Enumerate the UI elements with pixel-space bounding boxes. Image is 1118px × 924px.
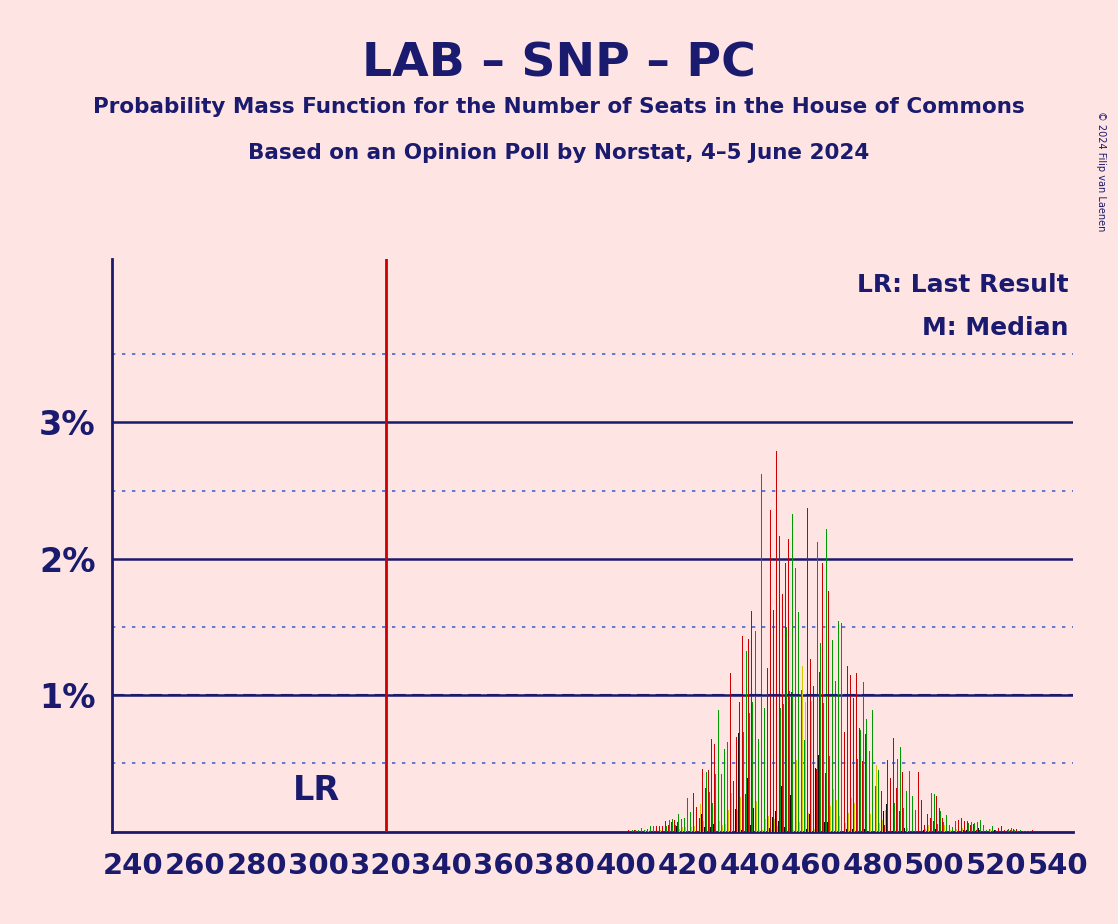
Text: 380: 380 (534, 852, 595, 881)
Text: 400: 400 (596, 852, 656, 881)
Text: Probability Mass Function for the Number of Seats in the House of Commons: Probability Mass Function for the Number… (93, 97, 1025, 117)
Text: 540: 540 (1027, 852, 1088, 881)
Text: © 2024 Filip van Laenen: © 2024 Filip van Laenen (1097, 111, 1106, 231)
Text: Based on an Opinion Poll by Norstat, 4–5 June 2024: Based on an Opinion Poll by Norstat, 4–5… (248, 143, 870, 164)
Text: LAB – SNP – PC: LAB – SNP – PC (362, 42, 756, 87)
Text: 240: 240 (103, 852, 163, 881)
Text: 260: 260 (164, 852, 226, 881)
Text: 280: 280 (226, 852, 287, 881)
Text: 320: 320 (350, 852, 410, 881)
Text: 440: 440 (719, 852, 780, 881)
Text: 500: 500 (904, 852, 965, 881)
Text: 480: 480 (843, 852, 903, 881)
Text: 340: 340 (411, 852, 472, 881)
Text: LR: LR (293, 774, 340, 807)
Text: 460: 460 (781, 852, 842, 881)
Text: 300: 300 (287, 852, 349, 881)
Text: 520: 520 (966, 852, 1026, 881)
Text: LR: Last Result: LR: Last Result (856, 274, 1069, 297)
Text: 420: 420 (657, 852, 719, 881)
Text: M: Median: M: Median (922, 316, 1069, 340)
Text: 360: 360 (473, 852, 533, 881)
